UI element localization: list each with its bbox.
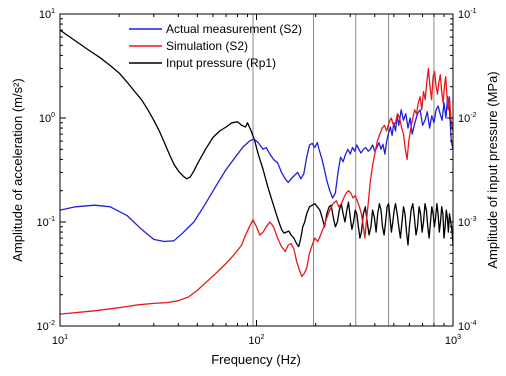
y-right-tick-label: 10-1 [458, 8, 477, 21]
series-layer [59, 29, 454, 315]
x-tick-label: 102 [248, 334, 264, 347]
y-right-tick-label: 10-2 [458, 112, 477, 125]
y-right-axis-title: Amplitude of input pressure (MPa) [485, 71, 500, 268]
x-tick-label: 101 [52, 334, 68, 347]
series-line-actual-measurement [59, 96, 454, 243]
legend: Actual measurement (S2) Simulation (S2) … [129, 22, 302, 70]
y-left-tick-label: 100 [39, 112, 55, 125]
series-line-simulation [59, 67, 454, 315]
y-left-tick-label: 101 [39, 8, 55, 21]
legend-label-input-pressure: Input pressure (Rp1) [166, 56, 276, 70]
legend-label-actual-measurement: Actual measurement (S2) [166, 22, 302, 36]
x-axis-ticks: 101 102 103 [52, 14, 461, 347]
y-left-tick-label: 10-1 [37, 216, 56, 229]
series-line-input-pressure [59, 29, 454, 248]
y-left-axis-title: Amplitude of acceleration (m/s²) [10, 78, 25, 262]
y-right-tick-label: 10-4 [458, 320, 477, 333]
x-axis-title: Frequency (Hz) [211, 352, 301, 367]
vertical-reference-lines [252, 14, 435, 326]
y-left-axis-ticks: 10-2 10-1 100 101 [37, 8, 66, 333]
y-right-tick-label: 10-3 [458, 216, 477, 229]
x-tick-label: 103 [445, 334, 461, 347]
y-left-tick-label: 10-2 [37, 320, 56, 333]
legend-label-simulation: Simulation (S2) [166, 39, 248, 53]
y-right-axis-ticks: 10-4 10-3 10-2 10-1 [447, 8, 477, 333]
